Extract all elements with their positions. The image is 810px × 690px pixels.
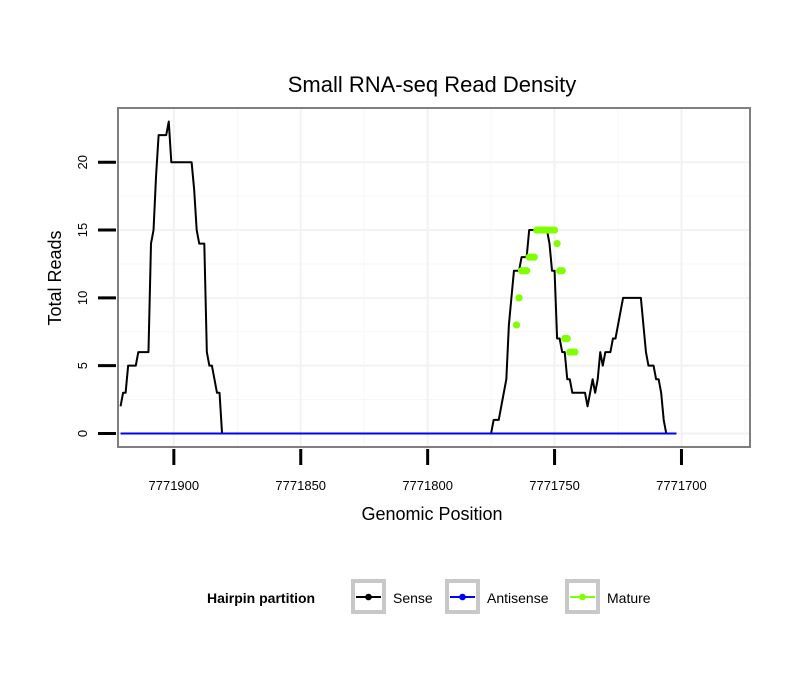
mature-point (550, 226, 559, 234)
legend-item-sense: Sense (351, 579, 433, 614)
plot-panel (118, 108, 750, 447)
grid (118, 108, 750, 447)
legend-key-mature-point (579, 593, 586, 601)
y-axis-label: Total Reads (45, 230, 65, 325)
mature-point (530, 253, 538, 261)
mature-point (558, 267, 566, 275)
series-lines (119, 120, 677, 435)
y-tick-label: 0 (75, 430, 90, 437)
y-tick-label: 5 (75, 362, 90, 369)
mature-point (563, 334, 571, 343)
y-axis: 0 5 10 15 20 (75, 155, 116, 437)
x-axis: 7771900 7771850 7771800 7771750 7771700 (149, 449, 707, 493)
x-tick-label: 7771750 (529, 478, 580, 493)
mature-point (512, 321, 521, 329)
mature-point (553, 240, 561, 248)
legend-label-mature: Mature (607, 590, 651, 606)
chart-title: Small RNA-seq Read Density (288, 72, 577, 97)
mature-point (571, 348, 579, 356)
plot-border (117, 107, 751, 448)
series-points (512, 226, 579, 356)
legend-label-antisense: Antisense (487, 590, 549, 606)
legend-title: Hairpin partition (207, 590, 315, 606)
legend-item-mature: Mature (565, 579, 651, 614)
x-axis-label: Genomic Position (361, 504, 502, 524)
x-tick-label: 7771800 (402, 478, 453, 493)
legend-key-antisense-point (459, 593, 466, 601)
x-tick-label: 7771850 (275, 478, 326, 493)
legend-item-antisense: Antisense (445, 579, 549, 614)
sense-line (119, 120, 677, 435)
mature-point (515, 294, 523, 302)
x-tick-label: 7771900 (149, 478, 200, 493)
y-tick-label: 15 (75, 223, 90, 237)
y-tick-label: 20 (75, 155, 90, 169)
legend-key-sense-point (365, 593, 372, 601)
y-tick-label: 10 (75, 291, 90, 305)
legend-label-sense: Sense (393, 590, 433, 606)
x-tick-label: 7771700 (656, 478, 707, 493)
legend: Hairpin partition Sense Antisense Mature (207, 579, 651, 614)
mature-point (523, 267, 531, 275)
